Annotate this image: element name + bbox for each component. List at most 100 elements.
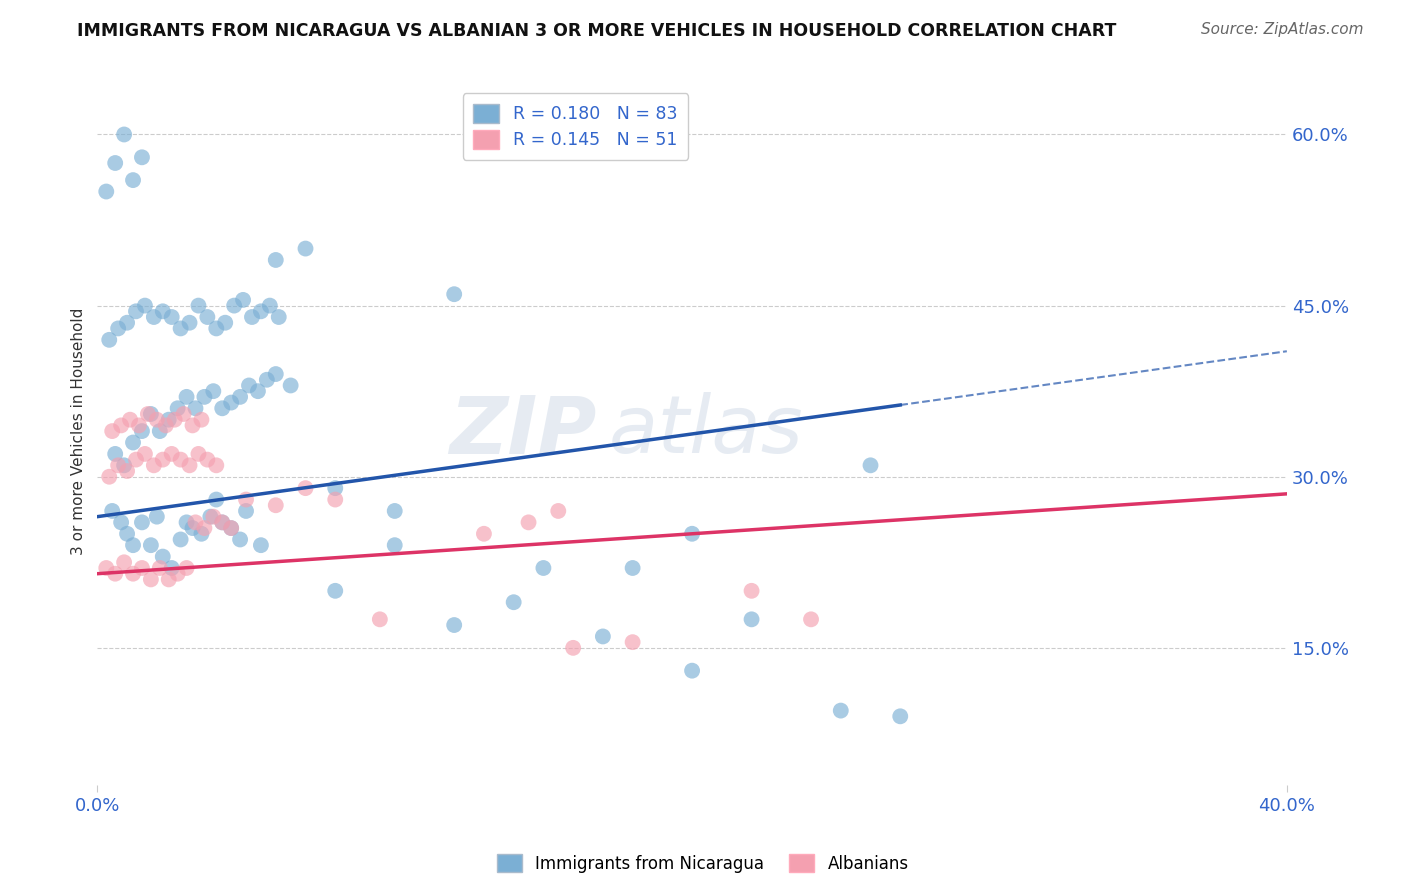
- Point: [323, 492, 346, 507]
- Point: [139, 573, 162, 587]
- Point: [104, 156, 127, 170]
- Point: [181, 418, 204, 433]
- Point: [142, 310, 165, 324]
- Point: [107, 458, 129, 473]
- Point: [122, 173, 145, 187]
- Point: [131, 516, 153, 530]
- Point: [160, 561, 183, 575]
- Point: [531, 561, 554, 575]
- Point: [211, 401, 233, 416]
- Point: [741, 612, 763, 626]
- Point: [160, 447, 183, 461]
- Point: [229, 533, 252, 547]
- Point: [134, 447, 156, 461]
- Point: [152, 304, 174, 318]
- Point: [173, 407, 195, 421]
- Point: [859, 458, 882, 473]
- Point: [131, 424, 153, 438]
- Point: [187, 447, 209, 461]
- Point: [229, 390, 252, 404]
- Point: [96, 185, 118, 199]
- Point: [125, 452, 148, 467]
- Point: [280, 378, 302, 392]
- Point: [443, 287, 465, 301]
- Point: [101, 504, 124, 518]
- Point: [681, 526, 703, 541]
- Point: [246, 384, 269, 399]
- Point: [110, 418, 132, 433]
- Point: [294, 242, 316, 256]
- Text: Source: ZipAtlas.com: Source: ZipAtlas.com: [1201, 22, 1364, 37]
- Point: [562, 640, 585, 655]
- Point: [104, 566, 127, 581]
- Point: [264, 498, 287, 512]
- Point: [149, 424, 172, 438]
- Point: [502, 595, 524, 609]
- Point: [155, 418, 177, 433]
- Point: [205, 492, 228, 507]
- Point: [146, 509, 169, 524]
- Point: [157, 413, 180, 427]
- Point: [115, 316, 138, 330]
- Point: [131, 150, 153, 164]
- Point: [211, 516, 233, 530]
- Point: [152, 549, 174, 564]
- Point: [110, 516, 132, 530]
- Point: [187, 299, 209, 313]
- Point: [323, 481, 346, 495]
- Point: [131, 561, 153, 575]
- Point: [195, 452, 218, 467]
- Text: atlas: atlas: [609, 392, 804, 470]
- Text: ZIP: ZIP: [450, 392, 598, 470]
- Point: [190, 526, 212, 541]
- Point: [193, 390, 215, 404]
- Point: [219, 521, 242, 535]
- Point: [139, 407, 162, 421]
- Point: [176, 390, 198, 404]
- Point: [128, 418, 150, 433]
- Point: [179, 316, 201, 330]
- Point: [134, 299, 156, 313]
- Point: [443, 618, 465, 632]
- Point: [136, 407, 159, 421]
- Point: [169, 452, 191, 467]
- Point: [235, 492, 257, 507]
- Point: [264, 367, 287, 381]
- Point: [112, 555, 135, 569]
- Legend: Immigrants from Nicaragua, Albanians: Immigrants from Nicaragua, Albanians: [491, 847, 915, 880]
- Point: [107, 321, 129, 335]
- Point: [184, 401, 207, 416]
- Point: [120, 413, 142, 427]
- Point: [169, 321, 191, 335]
- Point: [224, 299, 246, 313]
- Point: [232, 293, 254, 307]
- Point: [152, 452, 174, 467]
- Point: [621, 561, 644, 575]
- Point: [190, 413, 212, 427]
- Point: [267, 310, 290, 324]
- Point: [146, 413, 169, 427]
- Point: [211, 516, 233, 530]
- Point: [238, 378, 260, 392]
- Point: [193, 521, 215, 535]
- Point: [264, 252, 287, 267]
- Point: [160, 310, 183, 324]
- Text: IMMIGRANTS FROM NICARAGUA VS ALBANIAN 3 OR MORE VEHICLES IN HOUSEHOLD CORRELATIO: IMMIGRANTS FROM NICARAGUA VS ALBANIAN 3 …: [77, 22, 1116, 40]
- Point: [98, 469, 121, 483]
- Point: [176, 516, 198, 530]
- Point: [240, 310, 263, 324]
- Point: [184, 516, 207, 530]
- Legend: R = 0.180   N = 83, R = 0.145   N = 51: R = 0.180 N = 83, R = 0.145 N = 51: [463, 93, 688, 160]
- Point: [104, 447, 127, 461]
- Point: [547, 504, 569, 518]
- Point: [101, 424, 124, 438]
- Point: [176, 561, 198, 575]
- Point: [800, 612, 823, 626]
- Point: [125, 304, 148, 318]
- Point: [112, 458, 135, 473]
- Point: [122, 435, 145, 450]
- Point: [200, 509, 222, 524]
- Point: [166, 401, 188, 416]
- Point: [163, 413, 186, 427]
- Point: [214, 316, 236, 330]
